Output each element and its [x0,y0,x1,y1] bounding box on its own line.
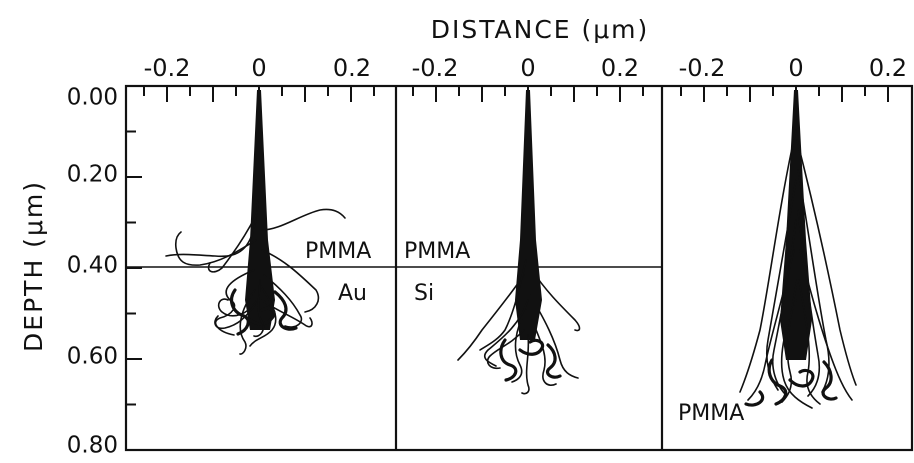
beam-core [245,90,275,330]
y-tick-label: 0.60 [67,344,118,370]
material-label-pmma: PMMA [305,239,371,264]
y-tick-label: 0.00 [67,85,118,111]
trajectories-pmma-si [457,90,581,395]
x-tick-label: -0.2 [412,54,459,82]
x-tick-label: -0.2 [679,54,726,82]
material-label-si: Si [414,281,434,306]
beam-core [515,90,542,340]
x-tick-label: 0.2 [333,54,371,82]
x-tick-label: -0.2 [144,54,191,82]
axis-ticks [126,85,889,451]
x-tick-label: 0.2 [869,54,907,82]
y-tick-label: 0.40 [67,253,118,279]
y-tick-label: 0.20 [67,162,118,188]
material-label-pmma: PMMA [678,401,744,426]
y-tick-label: 0.80 [67,433,118,459]
trajectories-pmma [739,90,857,409]
x-tick-label: 0 [520,54,535,82]
x-tick-label: 0 [251,54,266,82]
x-tick-label: 0 [788,54,803,82]
material-label-pmma: PMMA [404,239,470,264]
x-axis-title: DISTANCE (μm) [431,15,650,44]
y-axis-title: DEPTH (μm) [19,180,48,352]
material-label-au: Au [338,281,367,306]
trajectories-pmma-au [165,90,346,355]
x-tick-label: 0.2 [601,54,639,82]
